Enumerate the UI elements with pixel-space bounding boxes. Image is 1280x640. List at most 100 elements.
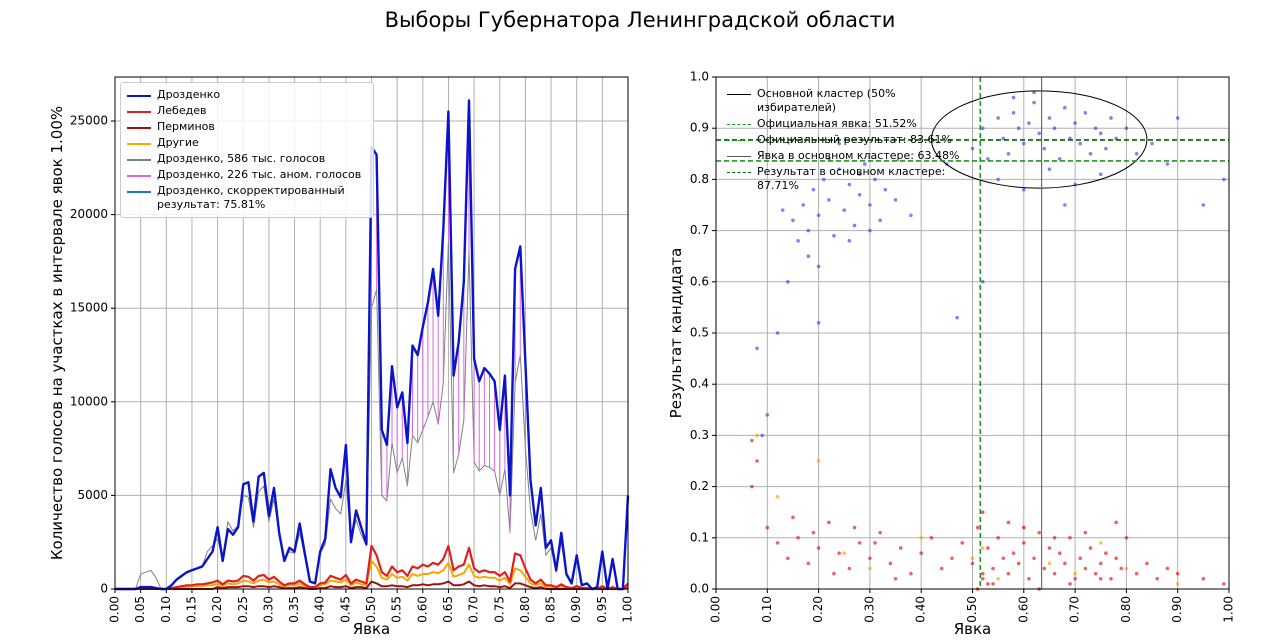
legend-item: Официальная явка: 51.52%: [727, 117, 967, 131]
legend: Основной кластер (50% избирателей) Официа…: [721, 82, 973, 198]
scatter-point: [986, 582, 990, 586]
scatter-point: [980, 280, 985, 284]
legend-label: Официальный результат: 83.61%: [757, 133, 952, 146]
scatter-point: [883, 187, 888, 192]
scatter-point: [950, 556, 954, 561]
scatter-point: [919, 536, 923, 540]
legend-label: Официальная явка: 51.52%: [757, 117, 917, 130]
legend-label: Дрозденко, 226 тыс. аном. голосов: [157, 168, 362, 181]
scatter-point: [980, 510, 985, 514]
legend-item: Основной кластер (50% избирателей): [727, 87, 967, 115]
scatter-point: [1134, 571, 1139, 576]
scatter-point: [1011, 95, 1016, 100]
x-tick-label: 0.85: [544, 596, 558, 623]
scatter-point: [842, 551, 847, 555]
scatter-point: [796, 239, 800, 243]
scatter-point: [775, 541, 780, 545]
scatter-point: [1068, 582, 1072, 586]
x-tick-label: 0.50: [364, 596, 378, 623]
scatter-point: [1057, 157, 1062, 161]
legend-item: Лебедев: [127, 104, 367, 118]
x-tick-label: 0.30: [261, 596, 275, 623]
scatter-point: [791, 515, 795, 520]
scatter-point: [1057, 551, 1062, 555]
scatter-point: [827, 198, 831, 202]
scatter-point: [816, 546, 821, 550]
scatter-point: [1032, 556, 1036, 561]
scatter-point: [986, 546, 990, 550]
scatter-point: [1222, 177, 1226, 182]
legend-item: Дрозденко, 586 тыс. голосов: [127, 152, 367, 166]
scatter-point: [1124, 536, 1129, 540]
x-tick-label: 1.00: [1222, 596, 1236, 623]
scatter-point: [837, 551, 841, 555]
scatter-point: [1083, 530, 1088, 535]
scatter-point: [1109, 116, 1113, 120]
x-tick-label: 0.65: [441, 596, 455, 623]
scatter-point: [980, 546, 985, 550]
x-tick-label: 0.00: [108, 596, 122, 623]
legend-item: Дрозденко, скорректированный результат: …: [127, 184, 367, 212]
scatter-point: [909, 571, 913, 576]
y-tick-label: 5000: [77, 488, 108, 502]
x-tick-label: 0.30: [862, 596, 876, 623]
scatter-point: [1175, 571, 1180, 576]
y-tick-label: 0.9: [690, 121, 709, 135]
legend-label: Перминов: [157, 120, 215, 133]
scatter-point: [868, 556, 872, 561]
scatter-point: [816, 320, 821, 325]
scatter-point: [868, 203, 872, 207]
y-tick-label: 0.4: [690, 377, 709, 391]
scatter-point: [1073, 571, 1077, 576]
legend-swatch: [127, 111, 151, 113]
legend-swatch: [727, 172, 751, 173]
scatter-point: [1011, 551, 1016, 555]
scatter-point: [791, 218, 795, 223]
x-tick-label: 0.90: [1170, 596, 1184, 623]
legend-swatch: [727, 156, 751, 157]
scatter-point: [765, 525, 770, 530]
scatter-point: [796, 536, 800, 540]
scatter-point: [1098, 561, 1103, 566]
legend-label: Результат в основном кластере: 87.71%: [757, 165, 946, 192]
scatter-point: [1155, 576, 1159, 581]
legend-label: Дрозденко, 586 тыс. голосов: [157, 152, 326, 165]
scatter-point: [1037, 131, 1041, 136]
x-tick-label: 0.10: [760, 596, 774, 623]
x-tick-label: 0.45: [338, 596, 352, 623]
scatter-point: [827, 157, 831, 161]
scatter-point: [1047, 116, 1052, 120]
scatter-point: [1088, 546, 1093, 550]
legend-swatch: [127, 127, 151, 129]
scatter-point: [909, 213, 913, 218]
scatter-point: [868, 228, 872, 233]
scatter-point: [996, 576, 1000, 581]
legend-swatch: [727, 140, 751, 141]
scatter-point: [1145, 561, 1149, 566]
scatter-point: [878, 218, 882, 223]
x-tick-label: 0.15: [184, 596, 198, 623]
x-tick-label: 0.25: [236, 596, 250, 623]
x-tick-label: 0.90: [569, 596, 583, 623]
scatter-point: [1016, 126, 1021, 130]
scatter-point: [980, 126, 985, 130]
scatter-point: [1083, 566, 1088, 571]
y-tick-label: 0.5: [690, 326, 709, 340]
scatter-point: [1006, 571, 1011, 576]
scatter-point: [1098, 541, 1103, 545]
scatter-point: [832, 233, 836, 238]
scatter-point: [1011, 111, 1016, 115]
legend-item: Другие: [127, 136, 367, 150]
legend-item: Дрозденко, 226 тыс. аном. голосов: [127, 168, 367, 182]
scatter-point: [1032, 100, 1036, 105]
scatter-point: [996, 177, 1000, 182]
scatter-point: [806, 254, 811, 258]
plot-frame: [715, 76, 1230, 590]
x-tick-label: 0.70: [467, 596, 481, 623]
scatter-point: [837, 167, 841, 171]
scatter-point: [801, 203, 806, 207]
scatter-point: [1124, 566, 1129, 571]
scatter-point: [1022, 525, 1026, 530]
y-tick-label: 20000: [70, 207, 108, 221]
